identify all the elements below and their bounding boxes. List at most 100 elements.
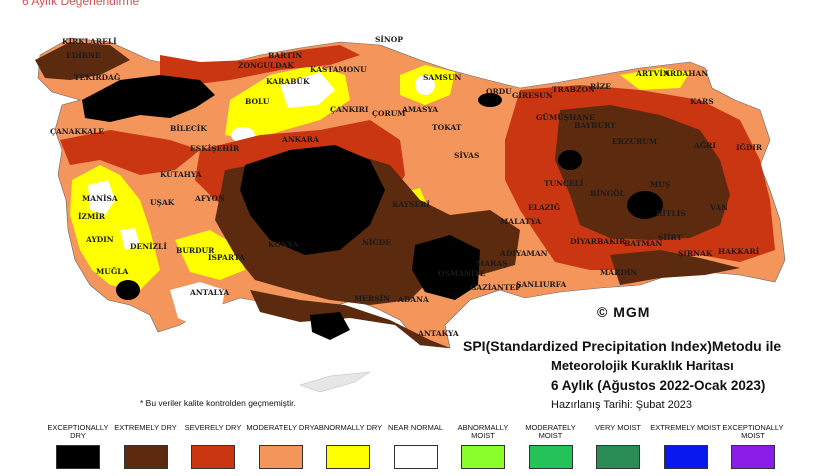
zone-exceptionally-dry-adana	[412, 235, 480, 300]
legend: EXCEPTIONALLY DRY EXTREMELY DRY SEVERELY D…	[40, 424, 790, 476]
legend-label: ABNORMALLY MOIST	[457, 423, 509, 440]
city-label-bitlis: BİTLİS	[656, 209, 686, 218]
city-label-bingol: BİNGÖL	[590, 189, 626, 198]
city-label-ordu: ORDU	[486, 87, 512, 96]
city-label-aydin: AYDIN	[85, 235, 114, 244]
legend-swatch	[326, 445, 370, 469]
legend-swatch	[123, 445, 168, 469]
city-label-artvin: ARTVİN	[635, 69, 670, 78]
city-label-van: VAN	[709, 203, 728, 212]
city-label-mus: MUŞ	[650, 180, 670, 189]
city-labels: KIRKLARELİ EDİRNE TEKİRDAĞ ÇANAKKALE BARTINZ…	[50, 35, 763, 338]
city-label-zonguldak: ZONGULDAK	[238, 61, 294, 70]
legend-item: VERY MOIST	[580, 424, 656, 469]
zone-abnormally-dry-south	[175, 230, 245, 280]
city-label-amasya: AMASYA	[401, 105, 438, 114]
city-label-kutahya: KÜTAHYA	[160, 170, 202, 179]
cyprus-shape	[299, 371, 371, 393]
city-label-mardin: MARDİN	[600, 268, 637, 277]
city-label-adana: ADANA	[397, 295, 429, 304]
map-title-line3: 6 Aylık (Ağustos 2022-Ocak 2023)	[551, 378, 766, 393]
city-label-kirklareli: KIRKLARELİ	[62, 37, 117, 46]
map-preparation-date: Hazırlanış Tarihi: Şubat 2023	[551, 399, 693, 411]
city-label-agri: AĞRI	[693, 141, 716, 150]
city-label-kastamonu: KASTAMONU	[310, 65, 367, 74]
legend-item: EXCEPTIONALLY MOIST	[715, 424, 791, 469]
legend-label: ABNORMALLY DRY	[313, 423, 383, 432]
zone-exceptionally-dry-konya	[240, 145, 385, 255]
zone-extremely-dry-se	[610, 250, 740, 285]
city-label-gumushane: GÜMÜŞHANE	[536, 113, 595, 122]
city-label-mersin: MERSİN	[354, 294, 390, 303]
city-label-konya: KONYA	[268, 240, 299, 249]
legend-label: SEVERELY DRY	[184, 423, 242, 432]
city-label-mugla: MUĞLA	[96, 267, 129, 276]
zone-exceptionally-dry-mersin	[310, 312, 350, 340]
city-label-cankiri: ÇANKIRI	[330, 105, 369, 114]
city-label-bartin: BARTIN	[268, 51, 302, 60]
city-label-samsun: SAMSUN	[423, 73, 461, 82]
city-label-afyon: AFYON	[194, 194, 225, 203]
legend-swatch	[731, 445, 775, 469]
city-label-igdir: IĞDIR	[736, 143, 763, 152]
city-label-sirnak: ŞIRNAK	[678, 249, 713, 258]
legend-swatch	[191, 445, 235, 469]
city-label-bolu: BOLU	[245, 97, 270, 106]
city-label-gaziantep: GAZİANTEP	[470, 283, 521, 292]
city-label-hakkari: HAKKARİ	[718, 247, 760, 256]
legend-item: EXTREMELY DRY	[108, 424, 184, 469]
zone-severely-dry-north	[160, 45, 360, 85]
city-label-isparta: ISPARTA	[208, 253, 245, 262]
zone-near-normal-denizli	[120, 228, 140, 250]
city-label-ardahan: ARDAHAN	[663, 69, 708, 78]
legend-label: VERY MOIST	[595, 423, 641, 432]
zone-extremely-dry-nw	[35, 42, 130, 80]
city-label-kars: KARS	[690, 97, 714, 106]
legend-swatch	[528, 445, 573, 469]
city-label-ankara: ANKARA	[281, 135, 319, 144]
legend-swatch	[56, 445, 100, 469]
legend-item: ABNORMALLY DRY	[310, 424, 386, 469]
city-label-sinop: SİNOP	[375, 35, 403, 44]
city-label-tokat: TOKAT	[432, 123, 462, 132]
legend-label: EXCEPTIONALLY MOIST	[722, 423, 784, 440]
legend-swatch	[663, 445, 708, 469]
city-label-batman: BATMAN	[624, 239, 662, 248]
zone-abnormally-dry-artvin	[620, 68, 690, 90]
city-label-siirt: SİİRT	[658, 233, 683, 242]
city-label-izmir: İZMİR	[78, 212, 106, 221]
city-label-sivas: SİVAS	[454, 151, 479, 160]
legend-swatch	[461, 445, 505, 469]
city-label-kayseri: KAYSERİ	[392, 200, 430, 209]
city-label-osmaniye: OSMANİYE	[438, 269, 486, 278]
legend-label: NEAR NORMAL	[387, 423, 443, 432]
city-label-antakya: ANTAKYA	[417, 329, 459, 338]
quality-note: * Bu veriler kalite kontrolden geçmemişt…	[140, 398, 296, 408]
legend-label: EXCEPTIONALLY DRY	[47, 423, 109, 440]
city-label-tunceli: TUNCELİ	[544, 179, 584, 188]
city-label-giresun: GİRESUN	[512, 91, 553, 100]
city-label-canakkale: ÇANAKKALE	[50, 127, 104, 136]
city-label-manisa: MANİSA	[82, 194, 118, 203]
city-label-denizli: DENİZLİ	[130, 242, 167, 251]
mgm-logo: © MGM	[597, 304, 651, 320]
legend-label: EXTREMELY DRY	[114, 423, 177, 432]
legend-label: EXTREMELY MOIST	[650, 423, 721, 432]
city-label-erzurum: ERZURUM	[612, 137, 657, 146]
zone-near-normal-antalya	[170, 282, 225, 328]
zone-extremely-dry-south	[250, 290, 450, 348]
map-title-block: SPI(Standardized Precipitation Index)Met…	[463, 336, 781, 414]
legend-item: NEAR NORMAL	[378, 424, 454, 469]
zone-extremely-dry-east	[555, 105, 730, 240]
city-label-karabuk: KARABÜK	[266, 77, 310, 86]
city-label-nigde: NİĞDE	[362, 238, 391, 247]
city-label-malatya: MALATYA	[500, 217, 541, 226]
legend-item: MODERATELY DRY	[243, 424, 319, 469]
city-label-usak: UŞAK	[150, 198, 175, 207]
map-title-line2: Meteorolojik Kuraklık Haritası	[551, 358, 734, 373]
page-caption: 6 Aylık Değerlendirme	[22, 0, 140, 8]
city-label-corum: ÇORUM	[372, 109, 406, 118]
zone-near-normal-kastamonu	[280, 72, 335, 108]
legend-label: MODERATELY MOIST	[525, 423, 576, 440]
